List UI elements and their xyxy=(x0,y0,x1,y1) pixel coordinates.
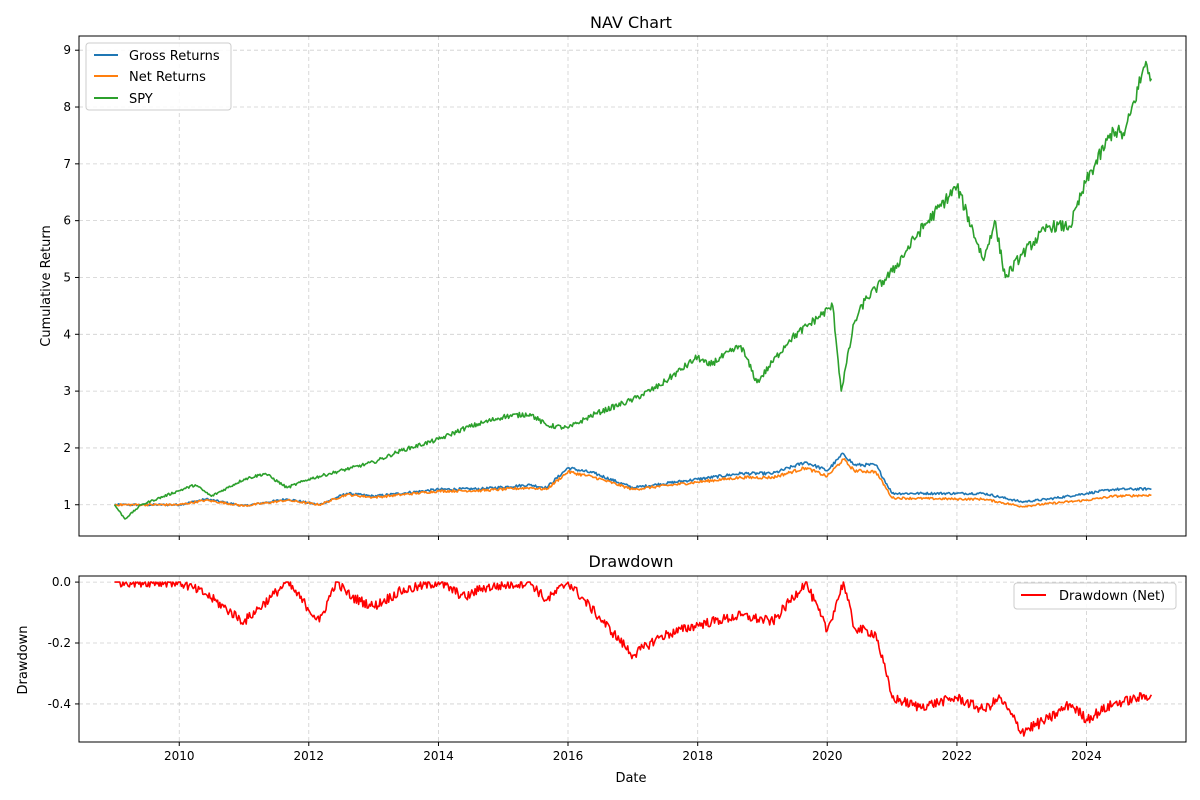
y-tick-label: 8 xyxy=(63,100,71,114)
drawdown-grid xyxy=(79,576,1186,742)
nav-chart-title: NAV Chart xyxy=(590,13,672,32)
nav-grid xyxy=(79,36,1186,536)
x-tick-label: 2010 xyxy=(164,749,195,763)
x-tick-label: 2012 xyxy=(294,749,325,763)
nav-chart-panel: NAV Chart 1 2 3 4 5 6 7 8 9 Cumulative Return Gr… xyxy=(39,13,1187,540)
y-tick-label: 6 xyxy=(63,214,71,228)
legend-label-drawdown: Drawdown (Net) xyxy=(1059,589,1165,604)
nav-legend-box xyxy=(85,42,232,111)
y-tick-label: 5 xyxy=(63,270,71,284)
y-tick-label: 3 xyxy=(63,384,71,398)
x-tick-label: 2024 xyxy=(1071,749,1102,763)
legend-label-spy: SPY xyxy=(129,92,153,107)
series-line-net-returns xyxy=(114,458,1152,508)
y-tick-label: 0.0 xyxy=(52,575,71,589)
y-tick-label: 4 xyxy=(63,327,71,341)
nav-x-ticks xyxy=(178,536,1087,540)
y-tick-label: 2 xyxy=(63,441,71,455)
nav-y-ticks: 1 2 3 4 5 6 7 8 9 xyxy=(63,43,79,512)
nav-y-axis-label: Cumulative Return xyxy=(39,225,54,346)
series-line-spy xyxy=(113,60,1153,520)
drawdown-legend: Drawdown (Net) xyxy=(1013,582,1177,610)
drawdown-chart-title: Drawdown xyxy=(589,552,674,571)
nav-plot-frame xyxy=(78,35,1187,537)
legend-label-net: Net Returns xyxy=(129,70,206,85)
drawdown-x-ticks: 2010 2012 2014 2016 2018 2020 2022 2024 xyxy=(164,742,1102,763)
legend-label-gross: Gross Returns xyxy=(129,49,220,64)
series-line-drawdown-net xyxy=(114,581,1153,737)
y-tick-label: -0.4 xyxy=(48,697,71,711)
drawdown-chart-panel: Drawdown 2010 2012 2014 2016 2018 2020 2022 202… xyxy=(16,552,1187,786)
x-tick-label: 2014 xyxy=(423,749,454,763)
drawdown-y-axis-label: Drawdown xyxy=(16,625,31,694)
y-tick-label: -0.2 xyxy=(48,636,71,650)
nav-series xyxy=(113,60,1153,520)
x-tick-label: 2022 xyxy=(942,749,973,763)
y-tick-label: 1 xyxy=(63,498,71,512)
drawdown-plot-frame xyxy=(78,575,1187,743)
drawdown-legend-box xyxy=(1013,582,1177,610)
x-axis-label: Date xyxy=(615,771,646,786)
y-tick-label: 7 xyxy=(63,157,71,171)
x-tick-label: 2018 xyxy=(682,749,713,763)
x-tick-label: 2016 xyxy=(553,749,584,763)
x-tick-label: 2020 xyxy=(812,749,843,763)
y-tick-label: 9 xyxy=(63,43,71,57)
drawdown-y-ticks: 0.0 -0.2 -0.4 xyxy=(48,575,79,711)
drawdown-series xyxy=(114,581,1153,737)
nav-legend: Gross Returns Net Returns SPY xyxy=(85,42,232,111)
